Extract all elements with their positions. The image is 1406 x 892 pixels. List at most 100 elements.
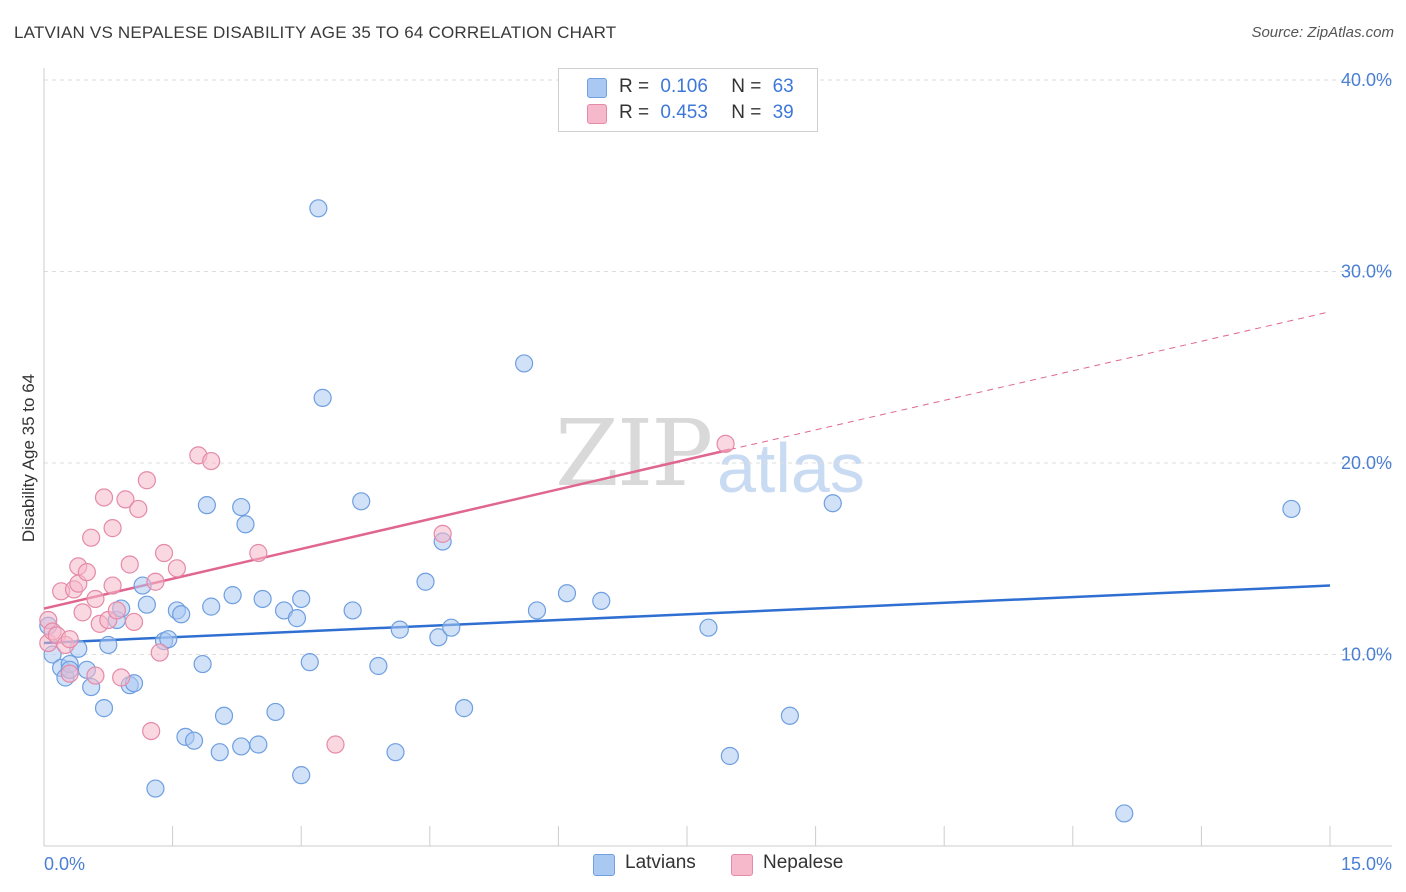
trend-line-latvians: [43, 584, 1331, 645]
point-latvian: [429, 628, 448, 647]
point-latvian: [699, 618, 718, 637]
legend-n-label: N =: [731, 76, 762, 97]
legend-r-label: R =: [619, 76, 650, 97]
point-nepalese: [120, 555, 139, 574]
point-latvian: [266, 702, 285, 722]
point-latvian: [313, 388, 332, 407]
point-nepalese: [146, 572, 165, 591]
point-latvian: [352, 492, 371, 511]
point-nepalese: [150, 643, 169, 662]
point-latvian: [137, 595, 156, 614]
point-latvian: [193, 654, 212, 674]
legend-r-value-latvians: 0.106: [660, 76, 708, 97]
legend-swatch-latvians: [587, 78, 607, 98]
point-nepalese: [77, 563, 96, 582]
legend-r-value-nepalese: 0.453: [660, 102, 708, 123]
point-latvian: [592, 591, 611, 610]
point-latvian: [94, 699, 114, 718]
point-nepalese: [167, 559, 186, 578]
bottom-legend-label-nepalese: Nepalese: [763, 852, 844, 873]
point-latvian: [292, 589, 311, 609]
point-latvian: [557, 584, 577, 603]
y-tick-label: 10.0%: [1341, 645, 1392, 665]
point-latvian: [416, 572, 435, 591]
point-latvian: [146, 779, 165, 798]
axis-ticks: 10.0% 20.0% 30.0% 40.0% 0.0% 15.0%: [43, 70, 1392, 874]
point-latvian: [197, 496, 216, 515]
point-latvian: [309, 199, 328, 218]
point-latvian: [390, 620, 409, 639]
point-nepalese: [60, 630, 79, 649]
point-latvian: [159, 630, 178, 649]
legend-n-value-latvians: 63: [772, 76, 794, 97]
legend-swatch-nepalese: [587, 104, 607, 124]
point-latvian: [202, 597, 221, 616]
point-latvian: [184, 731, 204, 750]
point-latvian: [253, 589, 272, 609]
chart-title: LATVIAN VS NEPALESE DISABILITY AGE 35 TO…: [14, 23, 617, 42]
point-latvian: [823, 494, 842, 513]
point-nepalese: [716, 434, 735, 453]
bottom-legend-swatch-nepalese: [731, 854, 753, 876]
point-nepalese: [86, 666, 105, 685]
point-latvian: [442, 618, 461, 637]
point-nepalese: [124, 612, 144, 632]
point-nepalese: [116, 490, 135, 509]
point-nepalese: [60, 664, 79, 683]
point-latvian: [1115, 804, 1134, 823]
point-latvian: [287, 609, 307, 628]
y-tick-label: 30.0%: [1341, 262, 1392, 282]
point-latvian: [232, 497, 251, 517]
point-nepalese: [86, 589, 105, 609]
point-latvian: [223, 586, 242, 605]
watermark-zip: ZIP: [555, 400, 713, 507]
axes: [43, 68, 1392, 847]
point-nepalese: [249, 543, 268, 563]
point-latvian: [236, 515, 255, 534]
point-latvian: [232, 737, 251, 756]
point-nepalese: [137, 471, 156, 490]
point-nepalese: [129, 499, 148, 519]
point-nepalese: [154, 543, 174, 563]
point-latvian: [99, 635, 118, 655]
point-nepalese: [326, 735, 345, 754]
x-tick-label-min: 0.0%: [44, 854, 85, 874]
point-nepalese: [107, 601, 126, 620]
x-tick-label-max: 15.0%: [1341, 854, 1392, 874]
point-latvian: [214, 706, 234, 725]
point-nepalese: [103, 576, 122, 595]
data-points: [39, 199, 1301, 823]
grid-lines: [44, 79, 1392, 655]
point-latvian: [292, 766, 311, 785]
point-nepalese: [142, 721, 161, 741]
y-tick-label: 20.0%: [1341, 453, 1392, 473]
legend-n-label: N =: [731, 102, 762, 123]
point-nepalese: [82, 528, 101, 547]
legend-r-label: R =: [619, 102, 650, 123]
point-nepalese: [103, 519, 122, 538]
point-latvian: [369, 656, 388, 676]
point-latvian: [515, 354, 534, 373]
point-latvian: [343, 601, 362, 620]
bottom-legend-label-latvians: Latvians: [625, 852, 696, 873]
point-nepalese: [94, 488, 114, 507]
point-latvian: [249, 735, 268, 754]
point-latvian: [1282, 499, 1301, 519]
legend-n-value-nepalese: 39: [772, 102, 794, 123]
correlation-legend: R = 0.106 N = 63 R = 0.453 N = 39: [558, 68, 818, 132]
point-nepalese: [202, 451, 221, 471]
point-latvian: [720, 746, 739, 766]
y-axis-label: Disability Age 35 to 64: [19, 374, 38, 542]
point-latvian: [780, 706, 799, 725]
watermark-atlas: atlas: [717, 429, 865, 507]
point-latvian: [300, 653, 319, 672]
point-nepalese: [73, 603, 92, 622]
source-label: Source: ZipAtlas.com: [1251, 24, 1394, 41]
point-latvian: [172, 605, 191, 624]
point-latvian: [454, 699, 474, 718]
y-tick-label: 40.0%: [1341, 70, 1392, 90]
point-latvian: [527, 601, 547, 620]
point-nepalese: [433, 524, 452, 543]
point-latvian: [210, 743, 229, 762]
